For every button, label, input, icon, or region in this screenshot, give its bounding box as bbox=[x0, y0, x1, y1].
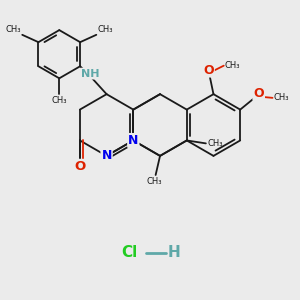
Text: CH₃: CH₃ bbox=[6, 25, 21, 34]
Text: O: O bbox=[254, 87, 264, 100]
Text: H: H bbox=[167, 245, 180, 260]
Text: CH₃: CH₃ bbox=[274, 93, 289, 102]
Text: CH₃: CH₃ bbox=[225, 61, 240, 70]
Text: CH₃: CH₃ bbox=[97, 25, 113, 34]
Text: CH₃: CH₃ bbox=[146, 177, 162, 186]
Text: N: N bbox=[128, 134, 139, 147]
Text: CH₃: CH₃ bbox=[207, 139, 223, 148]
Text: O: O bbox=[203, 64, 214, 76]
Text: N: N bbox=[101, 149, 112, 162]
Text: O: O bbox=[74, 160, 86, 173]
Text: NH: NH bbox=[81, 69, 100, 79]
Text: CH₃: CH₃ bbox=[52, 96, 67, 105]
Text: Cl: Cl bbox=[122, 245, 138, 260]
